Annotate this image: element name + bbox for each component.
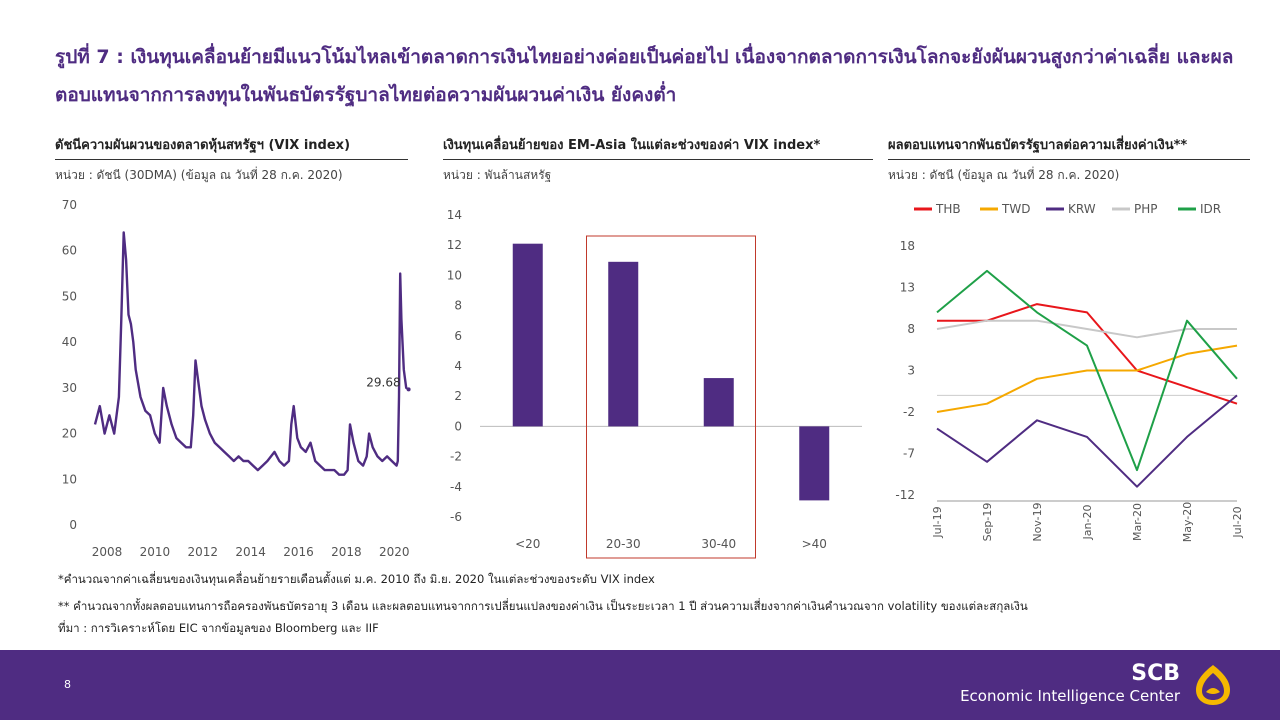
risk-unit: หน่วย : ดัชนี (ข้อมูล ณ วันที่ 28 ก.ค. 2…: [888, 168, 1120, 182]
y-tick-label: 3: [907, 364, 915, 378]
highlight-box: [586, 235, 756, 559]
flow-bar: [799, 426, 830, 501]
legend-label: KRW: [1068, 202, 1096, 216]
flows-panel-title: เงินทุนเคลื่อนย้ายของ EM-Asia ในแต่ละช่ว…: [443, 134, 873, 160]
x-tick-label: 2010: [140, 545, 171, 559]
y-tick-label: 0: [69, 518, 77, 532]
y-tick-label: 6: [454, 329, 462, 343]
x-tick-label: Mar-20: [1131, 503, 1144, 541]
y-tick-label: 30: [62, 381, 77, 395]
x-tick-label: Jul-19: [931, 506, 944, 538]
brand-center: Economic Intelligence Center: [960, 687, 1180, 705]
category-label: >40: [802, 537, 827, 551]
y-tick-label: 40: [62, 335, 77, 349]
flow-bar: [703, 378, 734, 427]
y-tick-label: 0: [454, 419, 462, 433]
vix-panel-title: ดัชนีความผันผวนของตลาดหุ้นสหรัฐฯ (VIX in…: [55, 134, 408, 160]
y-tick-label: 10: [447, 268, 462, 282]
y-tick-label: 50: [62, 289, 77, 303]
flow-bar: [512, 243, 543, 427]
brand-block: SCB Economic Intelligence Center: [960, 662, 1180, 706]
category-label: <20: [515, 537, 540, 551]
scb-logo-icon: [1196, 665, 1230, 705]
page-number: 8: [64, 678, 71, 691]
footnote-1: *คำนวณจากค่าเฉลี่ยนของเงินทุนเคลื่อนย้าย…: [58, 572, 655, 586]
x-tick-label: Jul-20: [1231, 506, 1244, 538]
legend-label: PHP: [1134, 202, 1158, 216]
y-tick-label: -4: [450, 480, 462, 494]
y-tick-label: 12: [447, 238, 462, 252]
risk-chart: 18 13 8 3 -2 -7 -12 Jul-19 Sep-19 Nov-19 Jan-20 Mar…: [895, 202, 1244, 543]
y-tick-label: 70: [62, 198, 77, 212]
flow-bar: [608, 261, 639, 427]
y-tick-label: 18: [900, 239, 915, 253]
footnote-2: ** คำนวณจากทั้งผลตอบแทนการถือครองพันธบัต…: [58, 599, 1028, 613]
y-tick-label: 2: [454, 389, 462, 403]
source-note: ที่มา : การวิเคราะห์โดย EIC จากข้อมูลของ…: [58, 621, 379, 635]
flows-chart: -6 -4 -2 0 2 4 6 8 10 12 14 <20 20-30 30-40 >40: [447, 208, 862, 559]
y-tick-label: -2: [450, 450, 462, 464]
x-tick-label: 2016: [283, 545, 314, 559]
y-tick-label: 13: [900, 281, 915, 295]
x-tick-label: Jan-20: [1081, 505, 1094, 541]
vix-last-value-label: 29.68: [366, 375, 400, 389]
legend-label: IDR: [1200, 202, 1221, 216]
slide-title: รูปที่ 7 : เงินทุนเคลื่อนย้ายมีแนวโน้มไห…: [55, 46, 1234, 106]
vix-last-point: [406, 387, 411, 392]
x-tick-label: 2008: [92, 545, 123, 559]
flows-unit: หน่วย : พันล้านสหรัฐ: [443, 168, 552, 182]
category-label: 30-40: [701, 537, 736, 551]
x-tick-label: 2012: [187, 545, 218, 559]
series-line: [936, 269, 1238, 472]
vix-series-line: [93, 231, 410, 476]
x-tick-label: Sep-19: [981, 503, 994, 542]
vix-unit: หน่วย : ดัชนี (30DMA) (ข้อมูล ณ วันที่ 2…: [55, 168, 343, 182]
legend-label: THB: [935, 202, 961, 216]
y-tick-label: 8: [907, 322, 915, 336]
y-tick-label: -2: [903, 405, 915, 419]
y-tick-label: 20: [62, 427, 77, 441]
x-tick-label: 2018: [331, 545, 362, 559]
series-line: [936, 394, 1238, 488]
x-tick-label: 2014: [235, 545, 266, 559]
y-tick-label: -7: [903, 447, 915, 461]
category-label: 20-30: [606, 537, 641, 551]
vix-chart: 0 10 20 30 40 50 60 70 2008 2010 2012 2014 2016 2018 2…: [62, 198, 411, 559]
y-tick-label: -6: [450, 510, 462, 524]
series-line: [936, 344, 1238, 413]
brand-name: SCB: [1131, 661, 1180, 686]
x-tick-label: May-20: [1181, 502, 1194, 543]
footer-bar: 8 SCB Economic Intelligence Center: [0, 650, 1280, 720]
series-line: [936, 319, 1237, 339]
risk-panel-title: ผลตอบแทนจากพันธบัตรรัฐบาลต่อความเสี่ยงค่…: [888, 134, 1250, 160]
y-tick-label: 4: [454, 359, 462, 373]
legend-label: TWD: [1001, 202, 1030, 216]
y-tick-label: -12: [895, 488, 915, 502]
y-tick-label: 8: [454, 299, 462, 313]
x-tick-label: 2020: [379, 545, 410, 559]
y-tick-label: 14: [447, 208, 462, 222]
x-tick-label: Nov-19: [1031, 502, 1044, 541]
y-tick-label: 60: [62, 244, 77, 258]
y-tick-label: 10: [62, 472, 77, 486]
